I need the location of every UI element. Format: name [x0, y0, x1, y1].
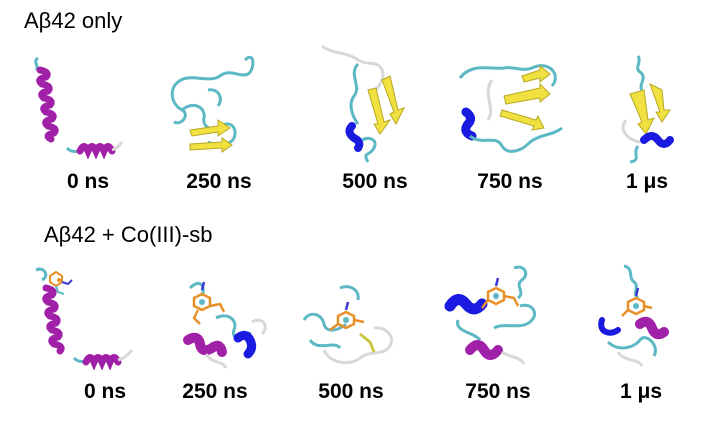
structure-row2-250ns — [183, 281, 267, 369]
time-label-row2-500ns: 500 ns — [318, 380, 384, 403]
structure-row1-250ns — [170, 55, 255, 153]
structure-row2-0ns — [35, 267, 134, 371]
time-label-row1-250ns: 250 ns — [186, 170, 252, 193]
time-label-row2-250ns: 250 ns — [182, 380, 248, 403]
ligand-row2-750ns — [481, 277, 520, 309]
structure-row2-750ns — [444, 265, 536, 365]
ligand-row2-250ns — [192, 281, 226, 325]
row-1-title: Aβ42 only — [24, 8, 123, 33]
ligand-row2-1us — [621, 287, 653, 317]
row-2-title: Aβ42 + Co(III)-sb — [44, 222, 213, 247]
time-label-row1-750ns: 750 ns — [477, 170, 543, 193]
structure-row1-0ns — [34, 56, 124, 160]
time-label-row1-1us: 1 μs — [625, 170, 669, 193]
ligand-row2-0ns — [49, 270, 73, 295]
time-label-row1-500ns: 500 ns — [342, 170, 408, 193]
time-label-row1-0ns: 0 ns — [66, 170, 110, 193]
structure-row1-750ns — [458, 64, 563, 153]
time-label-row2-1us: 1 μs — [619, 380, 663, 403]
ligand-row2-500ns — [329, 301, 365, 331]
structure-row2-500ns — [302, 285, 393, 365]
time-label-row2-750ns: 750 ns — [465, 380, 531, 403]
time-label-row2-0ns: 0 ns — [83, 380, 127, 403]
structure-row2-1us — [598, 264, 669, 367]
structure-row1-1us — [621, 55, 674, 164]
structure-row1-500ns — [321, 44, 405, 163]
